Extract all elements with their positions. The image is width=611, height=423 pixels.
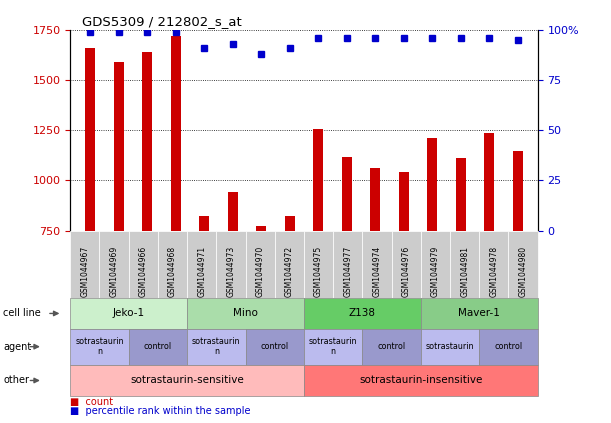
Bar [485,133,494,231]
Bar [399,172,409,231]
Text: ■  percentile rank within the sample: ■ percentile rank within the sample [70,406,251,416]
Text: control: control [494,342,522,351]
Bar [228,192,238,231]
Bar [285,217,295,231]
Bar [256,225,266,231]
Bar [427,138,437,231]
Text: GSM1044979: GSM1044979 [431,246,440,297]
Text: Maver-1: Maver-1 [458,308,500,319]
Text: control: control [261,342,289,351]
Text: GSM1044980: GSM1044980 [519,246,527,297]
Text: GSM1044976: GSM1044976 [401,246,411,297]
Bar [313,129,323,231]
Text: GSM1044973: GSM1044973 [227,246,235,297]
Text: GSM1044967: GSM1044967 [81,246,89,297]
Text: GSM1044972: GSM1044972 [285,246,294,297]
Text: GSM1044978: GSM1044978 [489,246,499,297]
Text: GDS5309 / 212802_s_at: GDS5309 / 212802_s_at [82,15,242,28]
Bar [85,48,95,231]
Text: control: control [144,342,172,351]
Text: agent: agent [3,342,31,352]
Text: sotrastaurin
n: sotrastaurin n [309,337,357,356]
Bar [456,158,466,231]
Text: Mino: Mino [233,308,258,319]
Text: sotrastaurin-sensitive: sotrastaurin-sensitive [130,376,244,385]
Bar [170,36,181,231]
Text: GSM1044974: GSM1044974 [373,246,381,297]
Text: sotrastaurin
n: sotrastaurin n [192,337,241,356]
Text: GSM1044981: GSM1044981 [460,246,469,297]
Text: sotrastaurin
n: sotrastaurin n [75,337,124,356]
Text: sotrastaurin-insensitive: sotrastaurin-insensitive [359,376,483,385]
Text: GSM1044970: GSM1044970 [255,246,265,297]
Text: Z138: Z138 [349,308,376,319]
Text: cell line: cell line [3,308,41,319]
Text: GSM1044968: GSM1044968 [168,246,177,297]
Bar [114,62,123,231]
Bar [142,52,152,231]
Text: sotrastaurin: sotrastaurin [426,342,474,351]
Text: GSM1044977: GSM1044977 [343,246,353,297]
Text: Jeko-1: Jeko-1 [112,308,145,319]
Text: control: control [378,342,406,351]
Bar [370,168,380,231]
Text: GSM1044969: GSM1044969 [109,246,119,297]
Text: other: other [3,376,29,385]
Text: ■  count: ■ count [70,397,114,407]
Text: GSM1044971: GSM1044971 [197,246,207,297]
Bar [342,157,352,231]
Bar [513,151,523,231]
Bar [199,217,209,231]
Text: GSM1044966: GSM1044966 [139,246,148,297]
Text: GSM1044975: GSM1044975 [314,246,323,297]
